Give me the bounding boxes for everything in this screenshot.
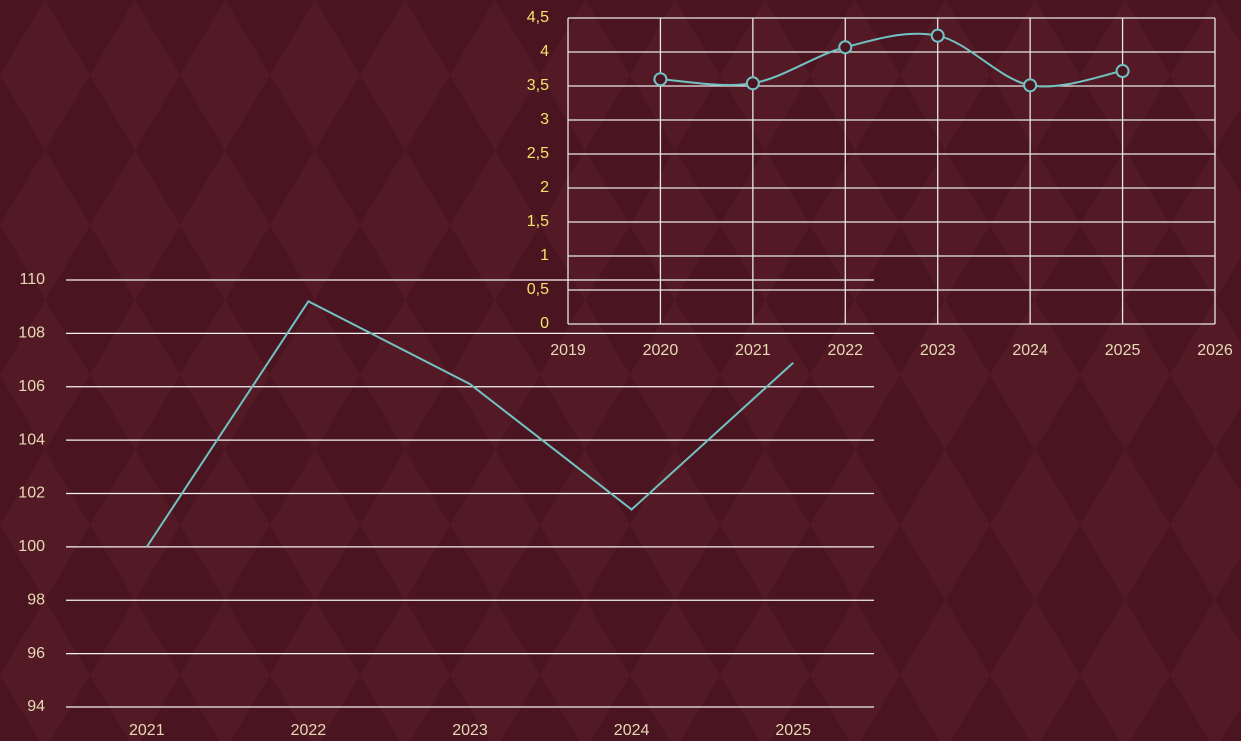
x-tick-label: 2025 [775, 722, 811, 739]
x-tick-label: 2020 [643, 342, 679, 359]
x-tick-label: 2024 [1012, 342, 1048, 359]
data-point [838, 40, 853, 55]
x-tick-label: 2023 [452, 722, 488, 739]
data-point [1023, 78, 1038, 93]
y-tick-label: 100 [18, 538, 45, 555]
y-tick-label: 106 [18, 378, 45, 395]
x-tick-label: 2022 [291, 722, 327, 739]
y-tick-label: 96 [27, 645, 45, 662]
y-tick-label: 1 [540, 247, 549, 264]
x-tick-label: 2022 [827, 342, 863, 359]
x-tick-label: 2025 [1105, 342, 1141, 359]
x-tick-label: 2021 [129, 722, 165, 739]
y-tick-label: 108 [18, 325, 45, 342]
x-tick-label: 2023 [920, 342, 956, 359]
y-tick-label: 2,5 [527, 145, 549, 162]
data-point [653, 72, 668, 87]
data-point [745, 76, 760, 91]
y-tick-label: 4,5 [527, 9, 549, 26]
y-tick-label: 1,5 [527, 213, 549, 230]
x-tick-label: 2021 [735, 342, 771, 359]
y-tick-label: 4 [540, 43, 549, 60]
y-tick-label: 0 [540, 315, 549, 332]
x-tick-label: 2024 [614, 722, 650, 739]
y-tick-label: 3,5 [527, 77, 549, 94]
x-tick-label: 2019 [550, 342, 586, 359]
y-tick-label: 2 [540, 179, 549, 196]
x-tick-label: 2026 [1197, 342, 1233, 359]
y-tick-label: 102 [18, 485, 45, 502]
data-point [930, 28, 945, 43]
data-line [145, 300, 794, 548]
y-tick-label: 3 [540, 111, 549, 128]
y-tick-label: 94 [27, 698, 45, 715]
data-point [1115, 64, 1130, 79]
y-tick-label: 0,5 [527, 281, 549, 298]
y-tick-label: 104 [18, 431, 45, 448]
y-tick-label: 110 [19, 271, 45, 288]
y-tick-label: 98 [27, 591, 45, 608]
